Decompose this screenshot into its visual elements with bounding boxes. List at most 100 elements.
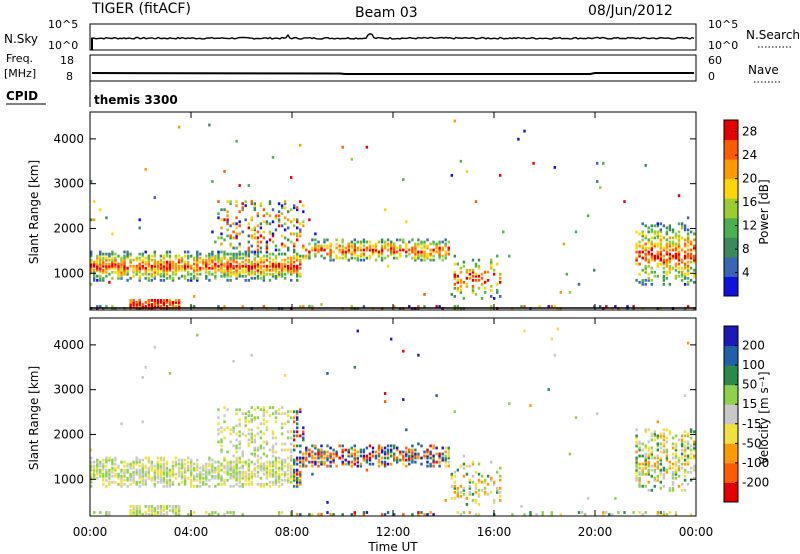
heatmap-cell	[659, 462, 662, 466]
heatmap-cell	[674, 262, 678, 266]
heatmap-cell	[250, 244, 253, 248]
heatmap-cell	[271, 264, 275, 268]
heatmap-cell	[244, 252, 247, 256]
heatmap-cell	[677, 242, 681, 246]
heatmap-cell	[96, 278, 99, 282]
heatmap-cell	[159, 462, 163, 466]
heatmap-cell	[268, 470, 272, 474]
heatmap-cell	[490, 305, 493, 308]
heatmap-cell	[653, 258, 656, 262]
heatmap-cell	[293, 430, 296, 434]
heatmap-cell	[132, 476, 135, 480]
heatmap-cell	[126, 272, 129, 276]
heatmap-cell	[262, 268, 266, 272]
colorbar-segment	[724, 178, 738, 199]
heatmap-cell	[453, 474, 456, 478]
heatmap-cell	[250, 266, 253, 270]
heatmap-cell	[338, 250, 341, 254]
heatmap-cell	[305, 254, 308, 258]
heatmap-cell	[135, 264, 138, 268]
heatmap-cell	[302, 464, 305, 468]
heatmap-cell	[241, 470, 244, 474]
heatmap-cell	[205, 274, 208, 278]
heatmap-cell	[365, 468, 369, 472]
power-y-label: Slant Range [km]	[27, 160, 41, 264]
heatmap-cell	[211, 258, 214, 262]
heatmap-cell	[244, 266, 247, 270]
heatmap-cell	[132, 303, 135, 306]
heatmap-cell	[293, 260, 296, 264]
heatmap-cell	[156, 260, 160, 264]
heatmap-cell	[380, 252, 384, 256]
heatmap-cell	[183, 478, 187, 482]
heatmap-cell	[644, 454, 647, 458]
heatmap-cell	[226, 460, 229, 464]
heatmap-cell	[287, 476, 290, 480]
heatmap-cell	[383, 456, 387, 460]
heatmap-cell	[671, 466, 675, 470]
heatmap-cell	[635, 460, 638, 464]
heatmap-cell	[380, 256, 384, 260]
heatmap-cell	[165, 511, 169, 514]
heatmap-cell	[214, 270, 217, 274]
heatmap-cell	[138, 470, 141, 474]
heatmap-cell	[171, 301, 175, 304]
heatmap-cell	[523, 129, 526, 133]
heatmap-cell	[647, 468, 650, 472]
heatmap-cell	[371, 454, 375, 458]
heatmap-cell	[217, 408, 220, 412]
heatmap-cell	[232, 476, 235, 480]
heatmap-cell	[214, 466, 217, 470]
heatmap-cell	[223, 262, 226, 266]
heatmap-cell	[274, 478, 278, 482]
heatmap-cell	[262, 406, 266, 409]
heatmap-cell	[459, 513, 463, 516]
heatmap-cell	[302, 254, 305, 258]
heatmap-cell	[450, 293, 453, 296]
heatmap-cell	[183, 482, 187, 486]
heatmap-cell	[211, 260, 214, 264]
heatmap-cell	[438, 254, 441, 258]
heatmap-cell	[153, 507, 156, 510]
heatmap-cell	[686, 341, 690, 345]
heatmap-cell	[283, 244, 287, 248]
heatmap-cell	[123, 268, 126, 272]
heatmap-cell	[156, 474, 160, 478]
heatmap-cell	[177, 125, 181, 129]
heatmap-cell	[411, 256, 414, 260]
heatmap-cell	[683, 228, 687, 232]
heatmap-cell	[614, 305, 617, 308]
heatmap-cell	[271, 436, 275, 440]
heatmap-cell	[365, 454, 369, 458]
heatmap-cell	[296, 456, 299, 460]
heatmap-cell	[132, 305, 135, 308]
heatmap-cell	[438, 252, 441, 256]
heatmap-cell	[220, 264, 223, 268]
heatmap-cell	[423, 252, 426, 256]
heatmap-cell	[290, 513, 293, 516]
heatmap-cell	[647, 226, 650, 230]
heatmap-cell	[93, 460, 96, 464]
heatmap-cell	[277, 460, 281, 464]
heatmap-cell	[686, 234, 690, 238]
heatmap-cell	[168, 250, 172, 254]
heatmap-cell	[120, 264, 123, 268]
heatmap-cell	[362, 238, 366, 242]
heatmap-cell	[689, 478, 693, 482]
heatmap-cell	[474, 274, 478, 278]
heatmap-cell	[165, 250, 169, 254]
velocity-y-label: Slant Range [km]	[27, 366, 41, 470]
heatmap-cell	[129, 513, 132, 516]
heatmap-cell	[144, 466, 147, 470]
heatmap-cell	[477, 503, 481, 506]
heatmap-cell	[662, 466, 666, 470]
heatmap-cell	[171, 507, 175, 510]
heatmap-cell	[299, 274, 302, 278]
heatmap-cell	[159, 476, 163, 480]
heatmap-cell	[232, 513, 235, 516]
heatmap-cell	[268, 480, 272, 484]
heatmap-cell	[162, 484, 166, 488]
heatmap-cell	[326, 456, 329, 460]
heatmap-cell	[417, 252, 420, 256]
